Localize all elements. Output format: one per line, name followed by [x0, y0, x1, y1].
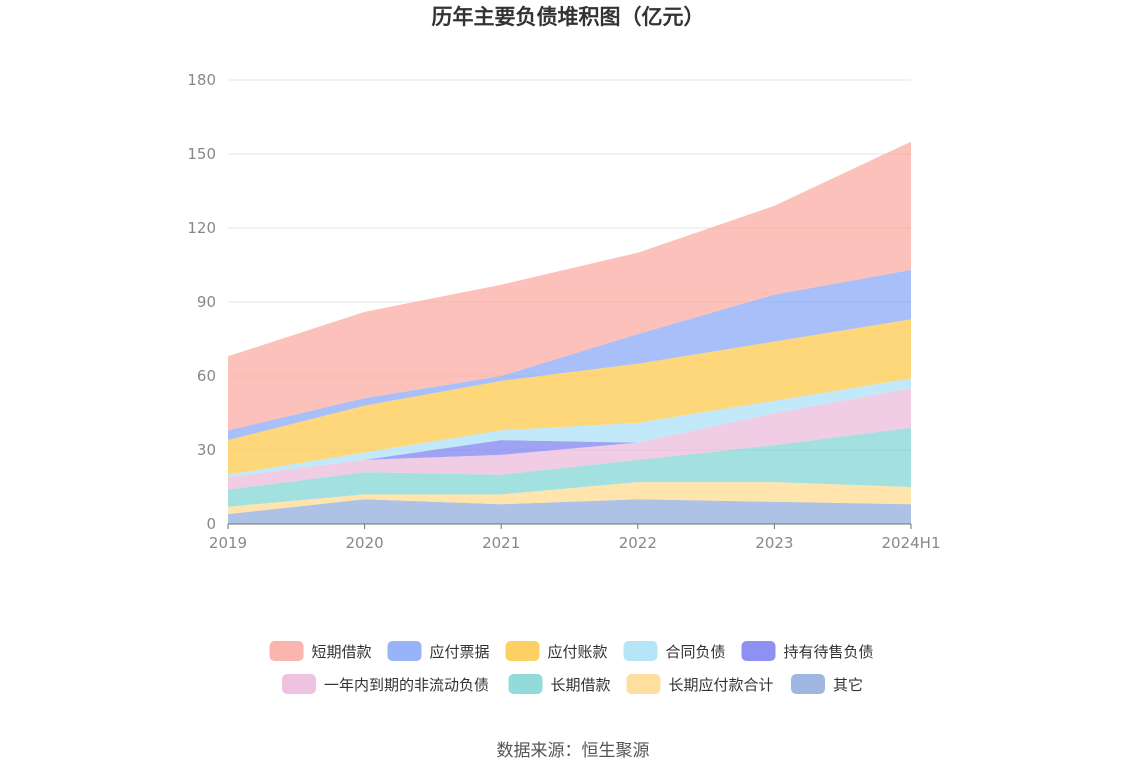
legend-swatch: [387, 641, 422, 661]
legend-label: 应付账款: [548, 643, 608, 661]
legend-item[interactable]: 合同负债: [623, 641, 726, 661]
legend-item[interactable]: 应付账款: [505, 641, 608, 661]
y-tick-label: 30: [197, 441, 216, 459]
chart-title: 历年主要负债堆积图（亿元）: [432, 5, 705, 29]
legend-item[interactable]: 应付票据: [387, 641, 490, 661]
y-tick-label: 60: [197, 367, 216, 385]
legend-label: 合同负债: [666, 643, 726, 661]
area-应付账款: [228, 319, 911, 475]
y-tick-label: 180: [187, 71, 216, 89]
area-series: [228, 141, 911, 524]
legend-label: 长期应付款合计: [669, 676, 774, 694]
area-一年内到期的非流动负债: [228, 388, 911, 490]
x-tick-label: 2021: [482, 534, 520, 552]
x-tick-label: 2023: [755, 534, 793, 552]
legend-item[interactable]: 长期借款: [508, 674, 611, 694]
legend-swatch: [791, 674, 825, 694]
area-合同负债: [228, 378, 911, 478]
legend-swatch: [505, 641, 540, 661]
y-tick-label: 90: [197, 293, 216, 311]
legend-swatch: [741, 641, 776, 661]
legend-label: 应付票据: [430, 643, 490, 661]
legend-swatch: [626, 674, 661, 694]
area-短期借款: [228, 141, 911, 431]
legend-swatch: [282, 674, 316, 694]
y-tick-label: 150: [187, 145, 216, 163]
axes: 2019 2020 2021 2022 2023 2024H1: [209, 523, 941, 552]
area-长期借款: [228, 427, 911, 507]
legend-swatch: [623, 641, 658, 661]
y-tick-label: 120: [187, 219, 216, 237]
source-note: 数据来源：恒生聚源: [497, 741, 650, 761]
area-其它: [228, 499, 911, 524]
x-tick-label: 2024H1: [882, 534, 941, 552]
x-tick-label: 2020: [346, 534, 384, 552]
area-应付票据: [228, 269, 911, 441]
x-tick-label: 2022: [619, 534, 657, 552]
legend-item[interactable]: 其它: [791, 674, 863, 694]
legend-label: 一年内到期的非流动负债: [324, 676, 489, 694]
legend-swatch: [508, 674, 543, 694]
legend-item[interactable]: 短期借款: [269, 641, 372, 661]
x-tick-label: 2019: [209, 534, 247, 552]
legend-item[interactable]: 一年内到期的非流动负债: [282, 674, 489, 694]
legend-label: 长期借款: [551, 676, 611, 694]
y-tick-label: 0: [206, 515, 216, 533]
legend-item[interactable]: 长期应付款合计: [626, 674, 774, 694]
area-长期应付款合计: [228, 482, 911, 515]
legend-item[interactable]: 持有待售负债: [741, 641, 874, 661]
legend-label: 持有待售负债: [784, 643, 874, 661]
legend-label: 短期借款: [312, 643, 372, 661]
legend-label: 其它: [833, 676, 863, 694]
legend-swatch: [269, 641, 304, 661]
